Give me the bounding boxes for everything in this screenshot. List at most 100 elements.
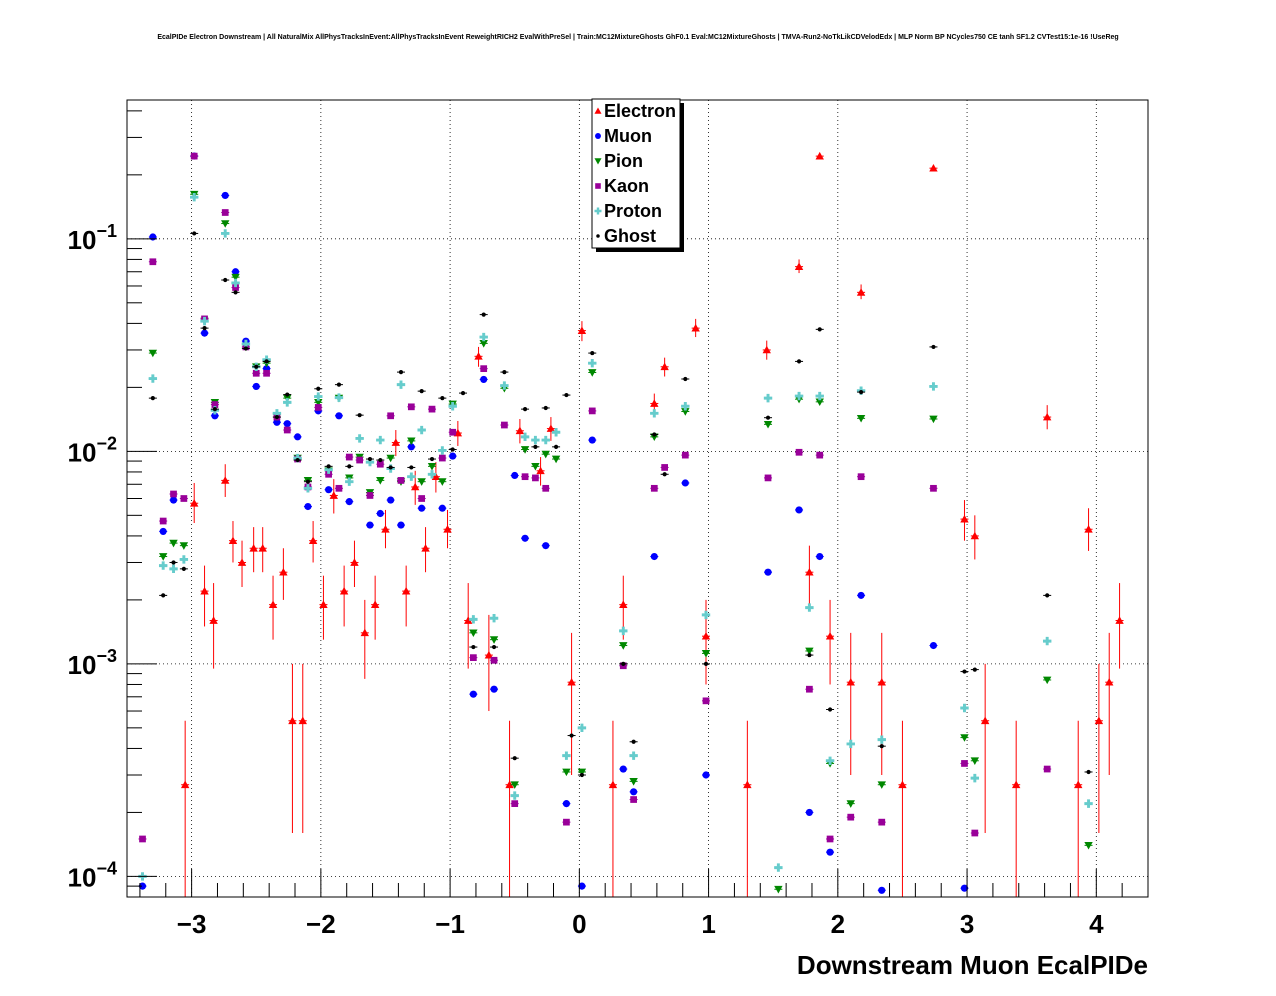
pion-point — [815, 398, 824, 407]
legend-box — [591, 98, 681, 249]
proton-point — [1084, 799, 1093, 808]
electron-point — [209, 616, 218, 624]
muon-point — [387, 496, 395, 504]
electron-point — [762, 345, 771, 354]
proton-point — [815, 391, 824, 401]
pion-point — [846, 800, 855, 808]
ghost-point — [543, 405, 548, 411]
ghost-point — [192, 231, 197, 236]
proton-point — [520, 432, 530, 442]
pion-point — [386, 454, 395, 463]
muon-point — [929, 641, 938, 650]
muon-point — [702, 771, 710, 779]
electron-point — [650, 399, 659, 407]
pion-point — [960, 734, 969, 742]
ghost-point — [419, 389, 424, 394]
x-tick-label: 2 — [831, 909, 845, 939]
electron-point — [421, 544, 430, 552]
kaon-point — [930, 484, 937, 492]
pion-point — [376, 477, 385, 485]
proton-point — [1042, 636, 1052, 646]
ghost-point — [533, 444, 538, 449]
proton-point — [427, 470, 437, 479]
kaon-point — [661, 464, 669, 471]
legend-label-muon: Muon — [604, 126, 652, 146]
electron-point — [258, 544, 267, 552]
electron-point — [221, 476, 230, 484]
proton-point — [846, 739, 855, 749]
ghost-point — [858, 390, 864, 395]
data-layer — [138, 151, 1124, 897]
proton-point — [396, 380, 406, 389]
ghost-point — [161, 593, 166, 598]
ghost-point — [564, 392, 569, 398]
ghost-point — [254, 364, 259, 369]
proton-point — [619, 626, 628, 636]
proton-point — [531, 435, 540, 445]
kaon-point — [702, 697, 710, 705]
y-tick-label: 10−1 — [68, 221, 117, 255]
pion-point — [221, 220, 230, 228]
ghost-point — [212, 407, 217, 412]
electron-point — [431, 472, 441, 481]
proton-point — [324, 465, 333, 474]
legend-label-electron: Electron — [604, 101, 676, 121]
proton-point — [283, 398, 292, 407]
proton-point — [562, 751, 571, 760]
x-tick-label: 0 — [572, 909, 586, 939]
ghost-point — [285, 392, 290, 397]
ghost-point — [264, 359, 269, 364]
electron-point — [360, 628, 370, 637]
ghost-point — [171, 560, 176, 565]
electron-point — [980, 716, 990, 725]
ghost-point — [460, 390, 466, 396]
electron-point — [794, 262, 804, 270]
muon-point — [857, 591, 865, 599]
muon-point — [542, 542, 550, 550]
muon-point — [376, 509, 384, 518]
proton-point — [345, 477, 354, 486]
muon-point — [521, 534, 529, 542]
legend-label-proton: Proton — [604, 201, 662, 221]
electron-point — [484, 650, 494, 659]
pion-point — [314, 399, 323, 407]
ghost-point — [450, 447, 455, 452]
pion-point — [877, 781, 886, 789]
muon-point — [366, 521, 374, 529]
ghost-point — [305, 479, 311, 484]
electron-point — [474, 352, 483, 360]
legend-marker-electron — [594, 107, 602, 114]
electron-point — [279, 568, 288, 576]
pion-point — [856, 414, 866, 423]
electron-point — [619, 600, 628, 608]
proton-point — [200, 316, 209, 326]
kaon-point — [397, 477, 405, 484]
ghost-point — [931, 344, 936, 350]
proton-point — [221, 229, 230, 238]
muon-point — [681, 479, 689, 487]
ghost-point — [1086, 769, 1091, 775]
pion-point — [179, 542, 189, 550]
kaon-point — [325, 470, 332, 478]
electron-point — [929, 163, 938, 172]
proton-point — [551, 428, 561, 437]
legend-label-pion: Pion — [604, 151, 643, 171]
electron-point — [339, 586, 349, 595]
kaon-point — [139, 835, 146, 843]
ghost-point — [579, 772, 585, 778]
electron-point — [381, 525, 390, 533]
ghost-point — [233, 290, 238, 295]
proton-point — [774, 863, 783, 872]
electron-point — [701, 631, 711, 640]
kaon-point — [356, 456, 363, 464]
kaon-point — [159, 517, 167, 525]
ghost-point — [765, 415, 771, 420]
kaon-point — [847, 813, 855, 821]
electron-point — [228, 536, 238, 545]
proton-point — [303, 484, 313, 493]
pion-point — [541, 450, 550, 459]
proton-point — [701, 610, 711, 620]
proton-point — [169, 564, 178, 574]
kaon-point — [149, 258, 157, 266]
